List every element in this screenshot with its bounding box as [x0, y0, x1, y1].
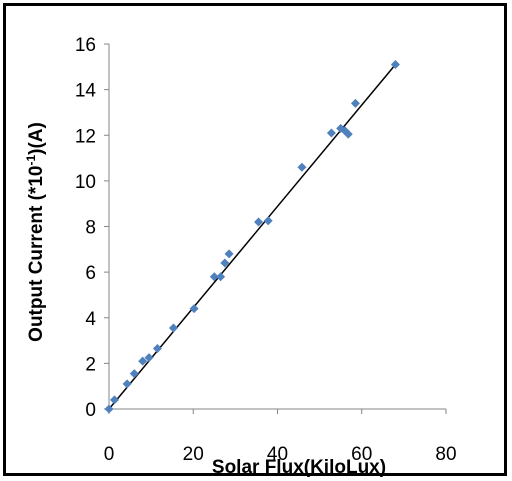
data-point	[216, 272, 226, 282]
y-tick-label: 16	[75, 35, 96, 56]
y-tick-label: 0	[85, 400, 96, 421]
chart-frame	[3, 3, 507, 476]
data-point	[152, 344, 162, 354]
data-point	[254, 217, 264, 227]
y-tick-label: 14	[75, 81, 97, 102]
data-point	[220, 258, 230, 268]
y-axis-title: Output Current (*10-1)(A)	[24, 122, 47, 342]
y-tick-label: 6	[85, 263, 96, 284]
data-point	[168, 323, 178, 333]
x-tick-label: 20	[183, 444, 204, 465]
data-point	[350, 98, 360, 108]
y-axis-title-main: Output Current (*10	[26, 166, 47, 342]
y-axis-title-superscript: -1	[24, 155, 38, 166]
data-point	[122, 379, 132, 389]
data-point	[109, 395, 119, 405]
x-tick-label: 40	[267, 444, 288, 465]
y-axis-ticks: 0 2 4 6 8 10 12 14 16	[75, 35, 109, 421]
data-point	[104, 404, 114, 414]
y-tick-label: 10	[75, 172, 96, 193]
y-tick-label: 4	[85, 309, 96, 330]
data-point	[138, 356, 148, 366]
axes	[108, 44, 446, 410]
y-axis-title-tail: )(A)	[26, 122, 47, 155]
x-axis-title: Solar Flux(KiloLux)	[212, 457, 386, 478]
data-points	[104, 60, 400, 414]
data-point	[297, 162, 307, 172]
x-axis-ticks: 0 20 40 60 80	[104, 409, 457, 465]
data-point	[144, 353, 154, 363]
data-point	[224, 249, 234, 259]
data-point	[326, 128, 336, 138]
data-point	[209, 272, 219, 282]
data-point	[390, 60, 400, 70]
y-tick-label: 12	[75, 126, 96, 147]
data-point	[343, 129, 353, 139]
data-point	[263, 216, 273, 226]
data-point	[129, 369, 139, 379]
y-tick-label: 8	[85, 218, 96, 239]
x-tick-label: 60	[351, 444, 372, 465]
data-point	[189, 304, 199, 314]
x-tick-label: 80	[435, 444, 456, 465]
y-tick-label: 2	[85, 354, 96, 375]
x-tick-label: 0	[104, 444, 115, 465]
